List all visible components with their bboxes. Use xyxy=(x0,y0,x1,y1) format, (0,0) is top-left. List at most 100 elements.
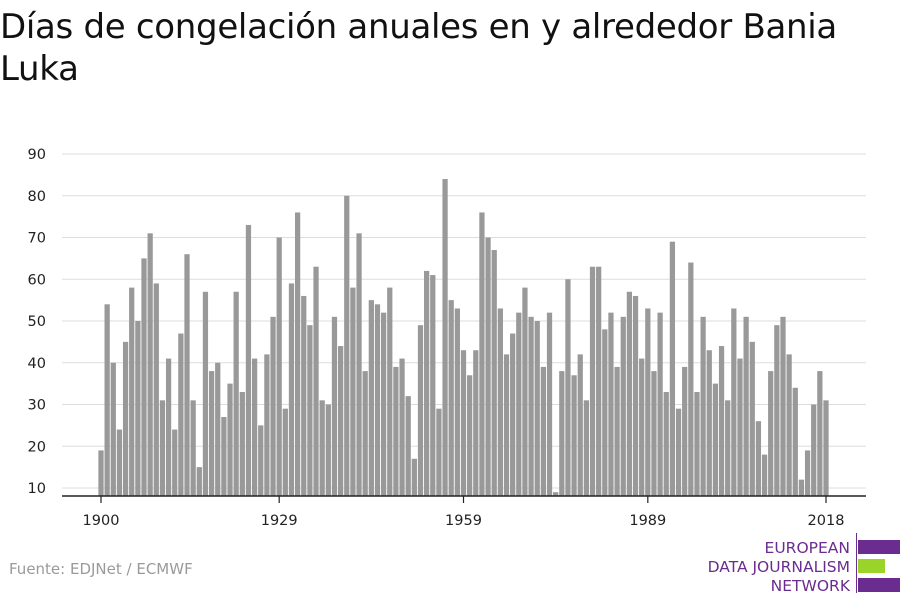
bar xyxy=(276,237,282,496)
bar xyxy=(675,408,682,496)
logo-bar-top xyxy=(858,540,900,554)
x-tick-label: 1989 xyxy=(629,513,666,529)
logo-line-european: EUROPEAN xyxy=(764,539,850,557)
bar xyxy=(614,366,620,496)
bar xyxy=(823,400,829,496)
y-tick-label: 60 xyxy=(28,272,46,288)
bar xyxy=(313,266,319,496)
bar xyxy=(718,346,725,496)
x-tick-label: 1900 xyxy=(83,513,120,529)
bar xyxy=(571,375,577,496)
bar xyxy=(546,312,553,496)
bar xyxy=(381,312,387,496)
bar xyxy=(774,325,780,496)
bar xyxy=(362,371,368,496)
bar xyxy=(639,358,645,496)
bars xyxy=(98,179,829,497)
bar xyxy=(294,212,301,496)
bar xyxy=(798,479,805,496)
bar xyxy=(221,417,227,496)
bar xyxy=(430,275,436,496)
y-tick-label: 70 xyxy=(28,231,46,247)
bar xyxy=(540,366,546,496)
bar xyxy=(282,408,288,496)
bar xyxy=(602,329,608,496)
bar xyxy=(491,250,497,496)
bar xyxy=(534,321,540,496)
bar xyxy=(424,270,430,496)
bar xyxy=(325,404,331,496)
bar xyxy=(632,295,639,496)
bar xyxy=(503,354,510,496)
bar xyxy=(510,333,516,496)
bar xyxy=(620,316,626,496)
bar xyxy=(190,400,196,496)
bar xyxy=(344,195,350,496)
bar xyxy=(153,283,159,496)
bar-chart: 10 20 30 40 50 60 70 80 90 1900 1929 1959 1989 2018 xyxy=(28,147,866,529)
bar xyxy=(288,283,295,496)
bar xyxy=(645,308,651,496)
bar xyxy=(129,287,135,496)
bar xyxy=(712,383,719,496)
bar xyxy=(737,358,743,496)
bar xyxy=(122,341,129,496)
bar xyxy=(270,316,276,496)
bar xyxy=(485,237,491,496)
bar xyxy=(565,279,571,496)
bar xyxy=(608,312,614,496)
bar xyxy=(811,404,817,496)
bar xyxy=(141,258,147,496)
bar xyxy=(135,321,141,496)
logo-line-network: NETWORK xyxy=(770,577,850,595)
bar xyxy=(104,304,110,496)
bar xyxy=(356,233,362,496)
bar xyxy=(184,254,190,496)
bar xyxy=(442,179,448,497)
bar xyxy=(411,458,417,496)
bar xyxy=(233,291,239,496)
bar xyxy=(743,316,749,496)
bar xyxy=(147,233,153,496)
bar xyxy=(307,325,313,496)
bar xyxy=(239,391,245,496)
bar xyxy=(393,366,399,496)
bar xyxy=(596,266,602,496)
bar xyxy=(251,358,258,496)
bar xyxy=(731,308,737,496)
bar xyxy=(577,354,583,496)
bar xyxy=(208,371,215,496)
bar xyxy=(669,241,676,496)
bar xyxy=(116,429,123,496)
bar xyxy=(331,316,338,496)
bar xyxy=(258,425,264,496)
y-tick-label: 10 xyxy=(28,481,46,497)
logo-bar-middle xyxy=(858,559,885,573)
bar xyxy=(245,224,252,496)
bar xyxy=(436,408,442,496)
y-tick-label: 30 xyxy=(28,398,46,414)
y-tick-label: 40 xyxy=(28,356,46,372)
bar xyxy=(110,362,116,496)
bar xyxy=(460,350,467,496)
edjnet-logo[interactable]: EUROPEAN DATA JOURNALISM NETWORK xyxy=(700,530,900,596)
bar xyxy=(387,287,393,496)
bar xyxy=(215,362,221,496)
bar xyxy=(374,304,381,496)
bar xyxy=(768,371,774,496)
bar xyxy=(399,358,405,496)
bar xyxy=(196,467,202,496)
bar xyxy=(559,371,565,496)
bar xyxy=(528,316,534,496)
bar xyxy=(448,300,454,496)
bar xyxy=(178,333,184,496)
x-tick-label: 1929 xyxy=(261,513,298,529)
bar xyxy=(706,350,712,496)
bar xyxy=(663,391,669,496)
y-tick-label: 80 xyxy=(28,189,46,205)
bar xyxy=(405,396,411,496)
bar xyxy=(583,400,590,496)
bar xyxy=(700,316,706,496)
bar xyxy=(682,366,688,496)
bar xyxy=(589,266,596,496)
